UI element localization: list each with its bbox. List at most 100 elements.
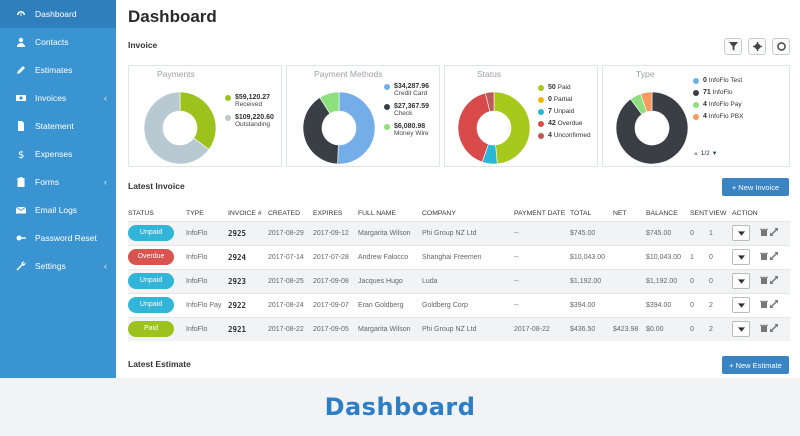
cell-type: InfoFlo [186,220,228,245]
sidebar-item-email-logs[interactable]: Email Logs [0,196,116,224]
sidebar-item-contacts[interactable]: Contacts [0,28,116,56]
legend-dot [538,133,544,139]
cell-net [613,292,646,317]
trash-icon[interactable] [759,252,768,262]
pager-up-icon[interactable]: ▲ [693,151,699,157]
action-dropdown-button[interactable] [732,225,750,241]
status-badge[interactable]: Paid [128,321,174,338]
legend-item: 0 InfoFlo Test [693,77,743,84]
cell-invoice: 2924 [228,244,268,269]
legend-dot [225,95,231,101]
legend-label: InfoFlo Test [708,77,743,84]
legend-item: 4 Unconfirmed [538,132,591,139]
cell-company: Phi Group NZ Ltd [422,316,514,341]
sidebar-item-password-reset[interactable]: Password Reset [0,224,116,252]
expand-icon[interactable] [769,299,778,310]
table-row[interactable]: Unpaid InfoFlo 2925 2017-08-29 2017-09-12 Mar… [128,220,790,245]
column-header[interactable]: BALANCE [646,210,678,218]
column-header[interactable]: INVOICE # [228,210,262,218]
column-header[interactable]: TOTAL [570,210,592,218]
column-header[interactable]: STATUS [128,210,154,218]
cell-total: $394.00 [570,292,613,317]
refresh-icon [776,42,786,51]
status-badge[interactable]: Overdue [128,249,174,265]
trash-icon[interactable] [759,228,768,238]
slice-received [179,91,217,150]
legend-value: 42 [548,120,556,127]
gear-icon [752,42,762,51]
sidebar-item-expenses[interactable]: $ Expenses [0,140,116,168]
column-header[interactable]: COMPANY [422,210,456,218]
cell-type: InfoFlo [186,244,228,269]
cell-payment-date: -- [514,244,570,269]
table-row[interactable]: Overdue InfoFlo 2924 2017-07-14 2017-07-28 An… [128,244,790,269]
column-header[interactable]: CREATED [268,210,300,218]
legend-item: $27,367.59 Check [384,103,429,117]
legend-dot [538,121,544,127]
column-header[interactable]: SENT [690,210,709,218]
sidebar-item-estimates[interactable]: Estimates [0,56,116,84]
legend-pager[interactable]: ▲ 1/2 ▼ [693,150,718,157]
legend-dot [384,104,390,110]
new-invoice-button[interactable]: + New Invoice [722,178,789,196]
status-badge[interactable]: Unpaid [128,225,174,241]
column-header[interactable]: VIEW [709,210,727,218]
wrench-icon [14,260,28,272]
legend-label: Check [394,110,413,117]
cell-name: Margarita Wilson [358,220,422,245]
legend-value: $27,367.59 [394,103,430,110]
payments-donut-chart [143,91,217,165]
expand-icon[interactable] [769,323,778,334]
settings-button[interactable] [748,38,766,55]
trash-icon[interactable] [759,324,768,334]
table-row[interactable]: Unpaid InfoFlo Pay 2922 2017-08-24 2017-09-0… [128,292,790,317]
column-header[interactable]: TYPE [186,210,204,218]
table-body: Unpaid InfoFlo 2925 2017-08-29 2017-09-12 Mar… [128,220,790,341]
caret-down-icon [737,230,745,236]
trash-icon[interactable] [759,276,768,286]
legend-item: 42 Overdue [538,120,591,127]
cell-total: $745.00 [570,220,613,245]
cell-balance: $1,192.00 [646,268,690,293]
sidebar-item-label: Expenses [35,149,73,159]
sidebar-item-dashboard[interactable]: Dashboard [0,0,116,28]
sidebar-item-settings[interactable]: Settings ‹ [0,252,116,280]
footer-banner: Dashboard [0,378,800,436]
sidebar-item-invoices[interactable]: Invoices ‹ [0,84,116,112]
cell-net [613,268,646,293]
caret-down-icon [737,278,745,284]
filter-button[interactable] [724,38,742,55]
expand-icon[interactable] [769,251,778,262]
action-dropdown-button[interactable] [732,249,750,265]
cell-view: 2 [709,316,732,341]
action-dropdown-button[interactable] [732,297,750,313]
trash-icon[interactable] [759,300,768,310]
sidebar-item-forms[interactable]: Forms ‹ [0,168,116,196]
cell-payment-date: -- [514,220,570,245]
action-dropdown-button[interactable] [732,273,750,289]
action-dropdown-button[interactable] [732,321,750,338]
column-header[interactable]: PAYMENT DATE [514,210,566,218]
legend-dot [538,97,544,103]
column-header[interactable]: NET [613,210,627,218]
new-estimate-button[interactable]: + New Estimate [722,356,789,374]
status-badge[interactable]: Unpaid [128,273,174,289]
table-row[interactable]: Unpaid InfoFlo 2923 2017-08-25 2017-09-08 Jac… [128,268,790,293]
column-header[interactable]: FULL NAME [358,210,396,218]
cell-view: 2 [709,292,732,317]
legend-dot [384,124,390,130]
key-icon [14,232,28,244]
column-header[interactable]: EXPIRES [313,210,343,218]
chevron-left-icon: ‹ [104,93,107,103]
legend-item: $6,080.98 Money Wire [384,123,429,137]
expand-icon[interactable] [769,227,778,238]
cell-view: 0 [709,244,732,269]
pager-down-icon[interactable]: ▼ [711,151,718,157]
sidebar-item-statement[interactable]: Statement [0,112,116,140]
status-badge[interactable]: Unpaid [128,297,174,313]
refresh-button[interactable] [772,38,790,55]
expand-icon[interactable] [769,275,778,286]
dollar-icon: $ [14,148,28,160]
table-row[interactable]: Paid InfoFlo 2921 2017-08-22 2017-09-05 Marga… [128,316,790,341]
column-header[interactable]: ACTION [732,210,758,218]
